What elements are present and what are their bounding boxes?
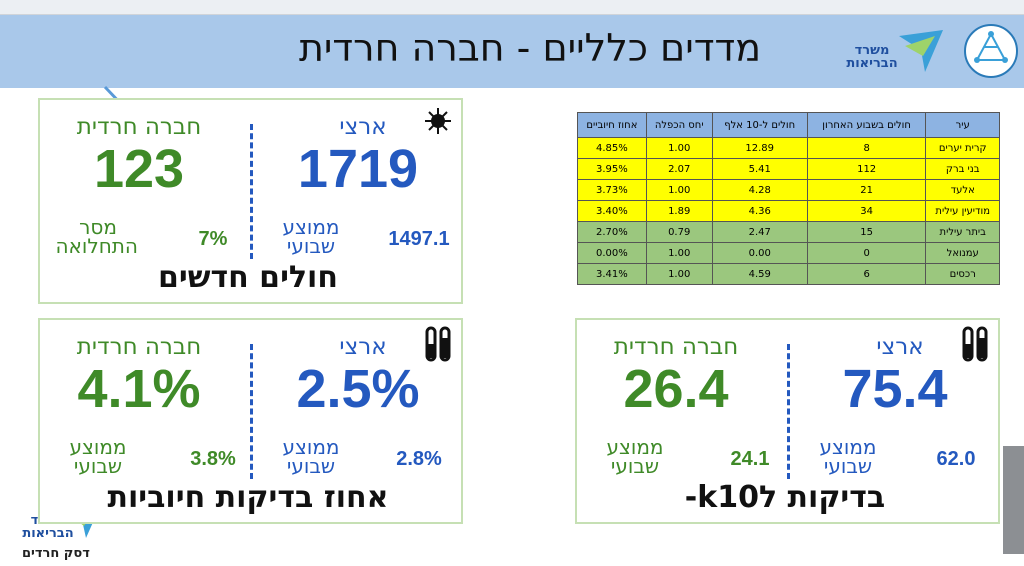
- table-cell: 2.07: [645, 158, 713, 180]
- table-row: אלעד 21 4.28 1.00 3.73%: [577, 179, 1000, 201]
- video-thumbnail: [1003, 446, 1024, 554]
- divider: [787, 344, 790, 479]
- table-cell: 0.00: [711, 242, 808, 264]
- header-banner: [0, 15, 1024, 88]
- national-sub-label: ממוצע שבועי: [282, 435, 340, 478]
- sector-label: חברה חרדית: [613, 334, 739, 360]
- sector-sub-value: 3.8%: [190, 448, 236, 470]
- table-row: בני ברק 112 5.41 2.07 3.95%: [577, 158, 1000, 180]
- table-cell: אלעד: [925, 179, 1000, 201]
- table-cell: 1.00: [645, 242, 713, 264]
- city-table: עיר חולים בשבוע האחרון חולים ל-10 אלף יחס ה…: [577, 112, 1000, 285]
- metric-card: ארצי 1719 חברה חרדית 123 ממוצע שבועי 1497.1 מס…: [38, 98, 463, 304]
- table-row: ביתר עילית 15 2.47 0.79 2.70%: [577, 221, 1000, 243]
- table-header: חולים ל-10 אלף: [711, 112, 808, 138]
- table-cell: 2.47: [711, 221, 808, 243]
- table-cell: 2.70%: [577, 221, 647, 243]
- emblem-logo: [964, 24, 1018, 78]
- table-row: רכסים 6 4.59 1.00 3.41%: [577, 263, 1000, 285]
- ministry-logo-text: משרד הבריאות: [846, 43, 898, 71]
- table-cell: בני ברק: [925, 158, 1000, 180]
- sector-sub-value: 24.1: [730, 448, 770, 470]
- virus-icon: [425, 108, 451, 134]
- table-header: חולים בשבוע האחרון: [806, 112, 927, 138]
- sector-value: 123: [93, 139, 185, 199]
- table-cell: 4.36: [711, 200, 808, 222]
- table-header: עיר: [925, 112, 1000, 138]
- table-cell: 3.40%: [577, 200, 647, 222]
- sector-sub-label: ממוצע שבועי: [69, 435, 127, 478]
- sector-sub-label: מסר התחלואה: [55, 215, 138, 258]
- tubes-icon: [962, 326, 988, 362]
- card-title: בדיקות לk10-: [684, 480, 886, 515]
- sector-label: חברה חרדית: [76, 114, 202, 140]
- table-cell: קרית יערים: [925, 137, 1000, 159]
- table-cell: 112: [806, 158, 927, 180]
- table-cell: עמנואל: [925, 242, 1000, 264]
- metric-card: ארצי 2.5% חברה חרדית 4.1% ממוצע שבועי 2.8% ממו…: [38, 318, 463, 524]
- table-cell: ביתר עילית: [925, 221, 1000, 243]
- card-title: חולים חדשים: [158, 260, 338, 295]
- divider: [250, 124, 253, 259]
- table-row: קרית יערים 8 12.89 1.00 4.85%: [577, 137, 1000, 159]
- table-cell: 12.89: [711, 137, 808, 159]
- national-sub-label: ממוצע שבועי: [819, 435, 877, 478]
- table-cell: 5.41: [711, 158, 808, 180]
- table-cell: מודיעין עילית: [925, 200, 1000, 222]
- slide-title: מדדים כלליים - חברה חרדית: [298, 26, 762, 70]
- sector-label: חברה חרדית: [76, 334, 202, 360]
- metric-card: ארצי 75.4 חברה חרדית 26.4 ממוצע שבועי 62.0 ממו…: [575, 318, 1000, 524]
- table-cell: 34: [806, 200, 927, 222]
- table-cell: 0.00%: [577, 242, 647, 264]
- national-sub-value: 62.0: [936, 448, 976, 470]
- national-sub-label: ממוצע שבועי: [282, 215, 340, 258]
- table-cell: 4.59: [711, 263, 808, 285]
- sector-value: 4.1%: [77, 359, 201, 419]
- sector-value: 26.4: [623, 359, 729, 419]
- table-cell: 8: [806, 137, 927, 159]
- table-cell: 0.79: [645, 221, 713, 243]
- table-cell: 3.41%: [577, 263, 647, 285]
- table-cell: רכסים: [925, 263, 1000, 285]
- table-cell: 4.28: [711, 179, 808, 201]
- table-cell: 1.89: [645, 200, 713, 222]
- national-value: 1719: [297, 139, 419, 199]
- table-header: אחוז חיוביים: [577, 112, 647, 138]
- table-cell: 4.85%: [577, 137, 647, 159]
- sector-sub-label: ממוצע שבועי: [606, 435, 664, 478]
- national-sub-value: 1497.1: [388, 228, 450, 250]
- table-cell: 1.00: [645, 137, 713, 159]
- table-cell: 0: [806, 242, 927, 264]
- ministry-logo-icon: [899, 30, 943, 72]
- table-row: מודיעין עילית 34 4.36 1.89 3.40%: [577, 200, 1000, 222]
- national-sub-value: 2.8%: [396, 448, 442, 470]
- sector-sub-value: 7%: [198, 228, 228, 250]
- national-label: ארצי: [876, 334, 924, 360]
- table-cell: 6: [806, 263, 927, 285]
- browser-tabs: [0, 0, 1024, 15]
- table-header: יחס הכפלה: [645, 112, 713, 138]
- national-label: ארצי: [339, 334, 387, 360]
- table-row: עמנואל 0 0.00 1.00 0.00%: [577, 242, 1000, 264]
- table-cell: 1.00: [645, 263, 713, 285]
- card-title: אחוז בדיקות חיוביות: [107, 480, 389, 515]
- tubes-icon: [425, 326, 451, 362]
- table-cell: 3.73%: [577, 179, 647, 201]
- national-label: ארצי: [339, 114, 387, 140]
- national-value: 2.5%: [296, 359, 420, 419]
- national-value: 75.4: [842, 359, 948, 419]
- table-cell: 3.95%: [577, 158, 647, 180]
- divider: [250, 344, 253, 479]
- table-cell: 1.00: [645, 179, 713, 201]
- table-cell: 21: [806, 179, 927, 201]
- desk-label: דסק חרדים: [22, 546, 90, 561]
- table-cell: 15: [806, 221, 927, 243]
